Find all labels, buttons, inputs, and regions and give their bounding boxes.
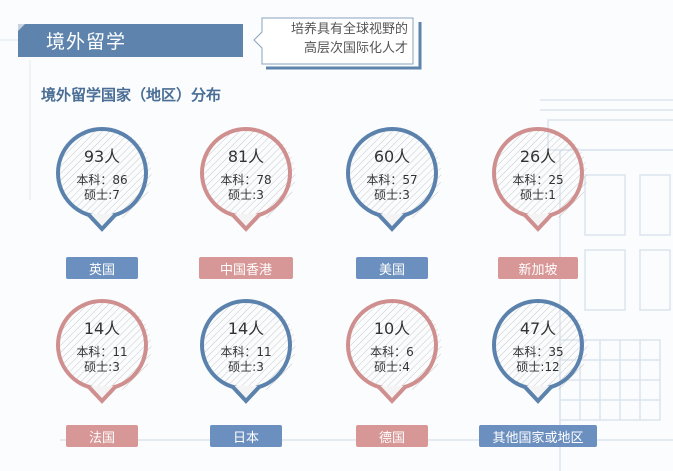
student-count: 93人 (83, 147, 121, 166)
location-pin-icon (200, 299, 296, 404)
tagline-frame (253, 17, 422, 70)
tagline-line-2: 高层次国际化人才 (303, 41, 408, 56)
destination-label: 英国 (66, 257, 138, 279)
bachelor-count: 本科：11 (76, 345, 128, 359)
master-count: 硕士:12 (516, 360, 560, 374)
master-count: 硕士:3 (374, 188, 410, 202)
bachelor-count: 本科：25 (512, 173, 564, 187)
destination-label: 中国香港 (199, 257, 293, 279)
destination-pin: 81人本科：78 硕士:3 (196, 125, 296, 235)
bachelor-count: 本科：35 (512, 345, 564, 359)
location-pin-icon (492, 127, 588, 232)
master-count: 硕士:7 (84, 188, 120, 202)
tagline-line-1: 培养具有全球视野的 (290, 22, 408, 37)
location-pin-icon (200, 127, 296, 232)
student-count: 60人 (373, 147, 411, 166)
section-header: 境外留学 (18, 24, 243, 57)
distribution-heading: 境外留学国家（地区）分布 (41, 86, 222, 104)
destination-label: 新加坡 (498, 257, 578, 279)
student-count: 14人 (83, 319, 121, 338)
master-count: 硕士:3 (228, 188, 264, 202)
master-count: 硕士:3 (84, 360, 120, 374)
student-count: 10人 (373, 319, 411, 338)
master-count: 硕士:4 (374, 360, 410, 374)
student-count: 47人 (519, 319, 557, 338)
bachelor-count: 本科：57 (366, 173, 418, 187)
destination-pin: 14人本科：11 硕士:3 (196, 297, 296, 407)
destination-label: 其他国家或地区 (479, 425, 597, 447)
student-count: 81人 (227, 147, 265, 166)
master-count: 硕士:1 (520, 188, 556, 202)
destination-pin: 93人本科：86 硕士:7 (52, 125, 152, 235)
bachelor-count: 本科：86 (76, 173, 128, 187)
destination-pin: 60人本科：57 硕士:3 (342, 125, 442, 235)
destination-label: 法国 (66, 425, 138, 447)
header-fold-corner (18, 24, 25, 31)
destination-pin: 10人本科：6 硕士:4 (342, 297, 442, 407)
bachelor-count: 本科：6 (370, 345, 414, 359)
destination-label: 美国 (356, 257, 428, 279)
location-pin-icon (492, 299, 588, 404)
page-title: 境外留学 (46, 31, 127, 53)
tagline-text: 培养具有全球视野的 高层次国际化人才 (258, 20, 408, 58)
destination-pin: 14人本科：11 硕士:3 (52, 297, 152, 407)
destination-pin: 47人本科：35 硕士:12 (488, 297, 588, 407)
destination-label: 日本 (210, 425, 282, 447)
location-pin-icon (56, 299, 152, 404)
destination-label: 德国 (356, 425, 428, 447)
bachelor-count: 本科：78 (220, 173, 272, 187)
student-count: 14人 (227, 319, 265, 338)
location-pin-icon (346, 299, 442, 404)
bachelor-count: 本科：11 (220, 345, 272, 359)
student-count: 26人 (519, 147, 557, 166)
location-pin-icon (56, 127, 152, 232)
master-count: 硕士:3 (228, 360, 264, 374)
location-pin-icon (346, 127, 442, 232)
destination-pin: 26人本科：25 硕士:1 (488, 125, 588, 235)
tagline-callout: 培养具有全球视野的 高层次国际化人才 (253, 14, 422, 70)
